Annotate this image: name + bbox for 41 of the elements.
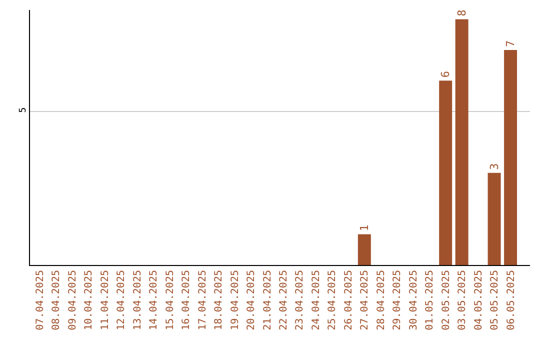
x-tick-label: 21.04.2025 bbox=[262, 270, 274, 330]
x-tick-label: 04.05.2025 bbox=[473, 270, 484, 330]
x-tick-label: 02.05.2025 bbox=[440, 270, 452, 330]
x-tick-label: 19.04.2025 bbox=[230, 270, 241, 330]
data-label: 3 bbox=[488, 163, 501, 170]
x-tick-label: 08.04.2025 bbox=[51, 270, 62, 330]
bar bbox=[504, 50, 518, 265]
data-label: 1 bbox=[358, 224, 371, 232]
x-tick-label: 16.04.2025 bbox=[181, 270, 192, 330]
data-label: 6 bbox=[439, 71, 452, 78]
x-tick-label: 18.04.2025 bbox=[214, 270, 225, 330]
x-tick-label: 05.05.2025 bbox=[490, 270, 501, 330]
y-tick-label: 5 bbox=[18, 107, 28, 113]
x-tick-label: 12.04.2025 bbox=[116, 270, 128, 330]
x-tick-label: 07.04.2025 bbox=[34, 270, 46, 330]
data-label: 8 bbox=[455, 10, 468, 16]
x-tick-label: 27.04.2025 bbox=[360, 270, 371, 330]
x-tick-label: 17.04.2025 bbox=[197, 270, 208, 330]
x-tick-label: 30.04.2025 bbox=[408, 270, 420, 330]
x-tick-label: 20.04.2025 bbox=[246, 270, 258, 330]
x-tick-label: 11.04.2025 bbox=[100, 270, 111, 330]
bar bbox=[455, 19, 468, 265]
bar bbox=[439, 80, 452, 265]
x-tick-label: 01.05.2025 bbox=[424, 270, 436, 330]
x-tick-label: 26.04.2025 bbox=[343, 270, 354, 330]
x-tick-label: 25.04.2025 bbox=[327, 270, 338, 330]
x-tick-label: 22.04.2025 bbox=[278, 270, 290, 330]
x-tick-label: 23.04.2025 bbox=[294, 270, 306, 330]
x-tick-label: 10.04.2025 bbox=[84, 270, 95, 330]
x-tick-label: 09.04.2025 bbox=[67, 270, 78, 330]
bar bbox=[358, 234, 371, 265]
x-tick-label: 28.04.2025 bbox=[376, 270, 387, 330]
x-tick-label: 14.04.2025 bbox=[148, 270, 160, 330]
bar bbox=[488, 172, 501, 265]
x-tick-label: 24.04.2025 bbox=[310, 270, 322, 330]
x-tick-label: 06.05.2025 bbox=[506, 270, 517, 330]
x-tick-label: 29.04.2025 bbox=[392, 270, 404, 330]
data-label: 7 bbox=[504, 40, 518, 47]
x-tick-label: 03.05.2025 bbox=[457, 270, 468, 330]
x-tick-label: 13.04.2025 bbox=[132, 270, 144, 330]
x-tick-label: 15.04.2025 bbox=[164, 270, 176, 330]
